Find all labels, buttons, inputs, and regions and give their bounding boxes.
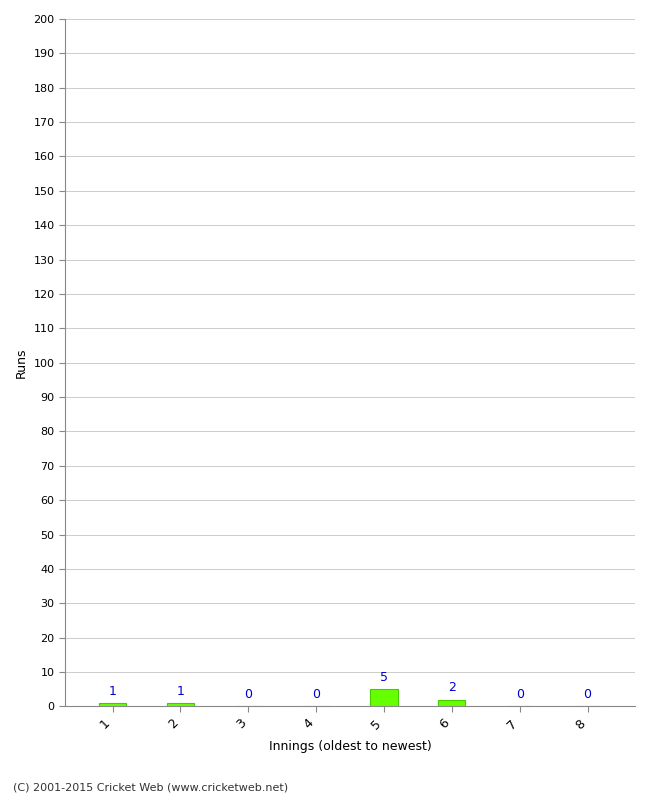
- Text: (C) 2001-2015 Cricket Web (www.cricketweb.net): (C) 2001-2015 Cricket Web (www.cricketwe…: [13, 782, 288, 792]
- Text: 2: 2: [448, 682, 456, 694]
- Text: 0: 0: [244, 688, 252, 702]
- Text: 0: 0: [312, 688, 320, 702]
- Text: 0: 0: [584, 688, 592, 702]
- Bar: [99, 703, 126, 706]
- Text: 5: 5: [380, 671, 388, 684]
- X-axis label: Innings (oldest to newest): Innings (oldest to newest): [268, 740, 432, 753]
- Text: 1: 1: [109, 685, 116, 698]
- Y-axis label: Runs: Runs: [15, 347, 28, 378]
- Text: 0: 0: [515, 688, 524, 702]
- Bar: [167, 703, 194, 706]
- Bar: [370, 690, 398, 706]
- Bar: [438, 699, 465, 706]
- Text: 1: 1: [177, 685, 185, 698]
